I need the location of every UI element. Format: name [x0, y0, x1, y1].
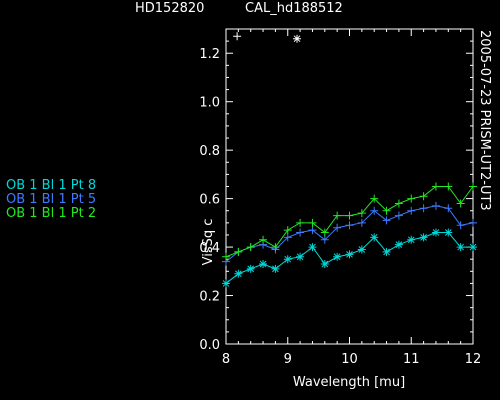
data-point-series-2: [246, 243, 255, 252]
y-axis-label: VisSq c: [201, 219, 216, 266]
plot-header-target: HD152820: [135, 1, 205, 16]
data-point-series-2: [357, 209, 366, 218]
y-tick-label: 1.2: [199, 47, 220, 62]
data-point-series-0: [469, 243, 477, 252]
data-point-series-0: [345, 250, 354, 259]
data-point-series-1: [320, 235, 329, 244]
data-point-series-0: [407, 235, 416, 244]
data-point-series-0: [382, 247, 391, 256]
data-point-series-2: [382, 206, 391, 215]
data-point-series-1: [308, 226, 317, 235]
data-point-series-0: [222, 279, 230, 288]
data-point-series-2: [271, 243, 280, 252]
data-point-series-2: [222, 252, 230, 261]
x-tick-label: 8: [222, 352, 230, 367]
data-point-series-2: [444, 182, 453, 191]
data-point-series-1: [469, 218, 477, 227]
legend-entry-pt5: OB 1 Bl 1 Pt 5: [6, 192, 97, 207]
data-point-series-1: [296, 228, 305, 237]
data-point-series-2: [308, 218, 317, 227]
data-point-series-1: [357, 218, 366, 227]
data-point-series-0: [259, 260, 268, 269]
x-tick-label: 9: [284, 352, 292, 367]
data-point-series-1: [345, 221, 354, 230]
legend-entry-pt8: OB 1 Bl 1 Pt 8: [6, 178, 97, 193]
data-point-series-2: [431, 182, 440, 191]
data-point-series-2: [370, 194, 379, 203]
data-point-series-2: [407, 194, 416, 203]
data-point-series-2: [234, 247, 243, 256]
data-point-series-1: [394, 211, 403, 220]
data-point-series-1: [419, 204, 428, 213]
data-point-series-2: [469, 182, 477, 191]
legend: OB 1 Bl 1 Pt 8 OB 1 Bl 1 Pt 5 OB 1 Bl 1 …: [6, 179, 96, 221]
data-point-series-0: [308, 243, 317, 252]
data-point-series-0: [246, 264, 255, 273]
y-tick-label: 0.8: [199, 144, 220, 159]
data-point-series-0: [283, 255, 292, 264]
data-point-series-0: [234, 269, 243, 278]
data-point-series-2: [345, 211, 354, 220]
top-marker-plus: [233, 32, 242, 41]
data-point-series-0: [431, 228, 440, 237]
run-info-label: 2005-07-23 PRISM-UT2-UT3: [477, 30, 492, 211]
data-point-series-1: [333, 223, 342, 232]
x-tick-label: 11: [403, 352, 420, 367]
data-point-series-0: [333, 252, 342, 261]
y-tick-label: 0.6: [199, 193, 220, 208]
plot-header-calibrator: CAL_hd188512: [245, 1, 343, 16]
y-tick-label: 0.0: [199, 338, 220, 353]
data-point-series-0: [296, 252, 305, 261]
data-point-series-1: [456, 221, 465, 230]
data-point-series-0: [456, 243, 465, 252]
data-point-series-2: [333, 211, 342, 220]
data-point-series-1: [283, 233, 292, 242]
data-point-series-2: [456, 199, 465, 208]
x-tick-label: 10: [341, 352, 358, 367]
data-point-series-1: [431, 201, 440, 210]
data-point-series-2: [296, 218, 305, 227]
data-point-series-1: [382, 216, 391, 225]
data-point-series-2: [419, 192, 428, 201]
data-point-series-0: [370, 233, 379, 242]
data-point-series-2: [320, 228, 329, 237]
y-tick-label: 0.2: [199, 290, 220, 305]
data-point-series-1: [370, 206, 379, 215]
data-point-series-2: [394, 199, 403, 208]
y-tick-label: 1.0: [199, 96, 220, 111]
x-axis-label: Wavelength [mu]: [293, 375, 405, 390]
data-point-series-1: [407, 206, 416, 215]
data-point-series-0: [394, 240, 403, 249]
data-point-series-0: [271, 264, 280, 273]
data-point-series-1: [444, 204, 453, 213]
data-point-series-0: [320, 260, 329, 269]
data-point-series-0: [444, 228, 453, 237]
x-tick-label: 12: [465, 352, 482, 367]
data-point-series-0: [419, 233, 428, 242]
legend-entry-pt2: OB 1 Bl 1 Pt 2: [6, 206, 97, 221]
top-marker-asterisk: [293, 34, 302, 43]
data-point-series-2: [259, 235, 268, 244]
data-point-series-2: [283, 226, 292, 235]
data-point-series-0: [357, 245, 366, 254]
y-tick-label: 0.4: [199, 241, 220, 256]
